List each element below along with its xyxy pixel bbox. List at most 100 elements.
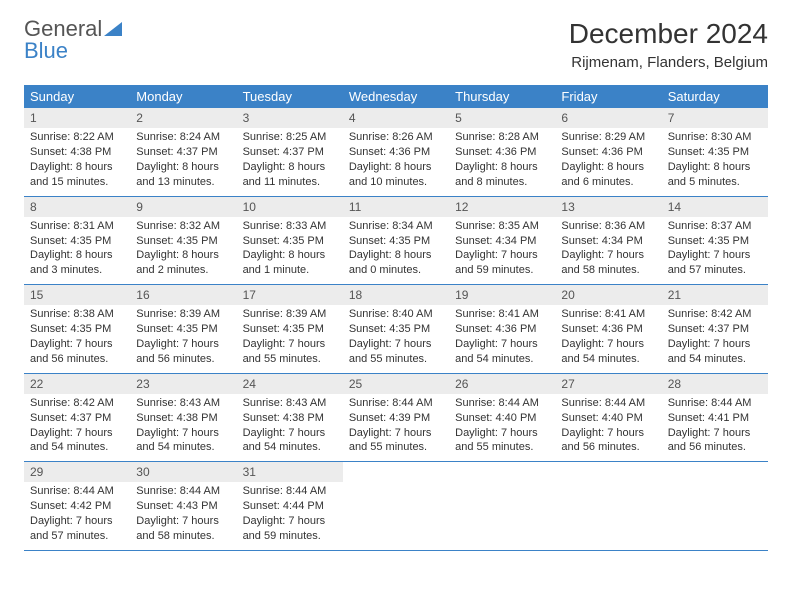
day-number: 27	[555, 374, 661, 394]
sunrise-text: Sunrise: 8:44 AM	[243, 484, 337, 499]
calendar-week-row: 8Sunrise: 8:31 AMSunset: 4:35 PMDaylight…	[24, 197, 768, 286]
logo-sail-icon	[104, 16, 122, 41]
day-number: 8	[24, 197, 130, 217]
calendar-day-cell: 24Sunrise: 8:43 AMSunset: 4:38 PMDayligh…	[237, 374, 343, 462]
daylight-line2: and 59 minutes.	[243, 529, 337, 544]
calendar-day-cell: 28Sunrise: 8:44 AMSunset: 4:41 PMDayligh…	[662, 374, 768, 462]
daylight-line2: and 5 minutes.	[668, 175, 762, 190]
day-body: Sunrise: 8:42 AMSunset: 4:37 PMDaylight:…	[662, 305, 768, 372]
sunset-text: Sunset: 4:36 PM	[455, 322, 549, 337]
day-body: Sunrise: 8:41 AMSunset: 4:36 PMDaylight:…	[449, 305, 555, 372]
day-number: 13	[555, 197, 661, 217]
calendar-empty-cell	[343, 462, 449, 550]
sunset-text: Sunset: 4:37 PM	[668, 322, 762, 337]
day-body: Sunrise: 8:38 AMSunset: 4:35 PMDaylight:…	[24, 305, 130, 372]
day-number: 2	[130, 108, 236, 128]
daylight-line1: Daylight: 7 hours	[30, 426, 124, 441]
sunset-text: Sunset: 4:35 PM	[668, 234, 762, 249]
sunrise-text: Sunrise: 8:31 AM	[30, 219, 124, 234]
day-body: Sunrise: 8:43 AMSunset: 4:38 PMDaylight:…	[130, 394, 236, 461]
daylight-line1: Daylight: 8 hours	[243, 160, 337, 175]
daylight-line1: Daylight: 8 hours	[349, 248, 443, 263]
day-number: 14	[662, 197, 768, 217]
calendar-day-cell: 13Sunrise: 8:36 AMSunset: 4:34 PMDayligh…	[555, 197, 661, 285]
sunrise-text: Sunrise: 8:41 AM	[561, 307, 655, 322]
sunrise-text: Sunrise: 8:37 AM	[668, 219, 762, 234]
calendar-day-cell: 25Sunrise: 8:44 AMSunset: 4:39 PMDayligh…	[343, 374, 449, 462]
day-header: Sunday	[24, 85, 130, 108]
month-title: December 2024	[569, 18, 768, 50]
daylight-line2: and 2 minutes.	[136, 263, 230, 278]
day-body: Sunrise: 8:34 AMSunset: 4:35 PMDaylight:…	[343, 217, 449, 284]
daylight-line2: and 57 minutes.	[30, 529, 124, 544]
daylight-line2: and 56 minutes.	[668, 440, 762, 455]
sunrise-text: Sunrise: 8:34 AM	[349, 219, 443, 234]
daylight-line1: Daylight: 7 hours	[561, 426, 655, 441]
brand-logo: General Blue	[24, 18, 122, 62]
daylight-line2: and 54 minutes.	[136, 440, 230, 455]
sunset-text: Sunset: 4:34 PM	[455, 234, 549, 249]
calendar-body: 1Sunrise: 8:22 AMSunset: 4:38 PMDaylight…	[24, 108, 768, 551]
sunrise-text: Sunrise: 8:43 AM	[136, 396, 230, 411]
calendar-week-row: 29Sunrise: 8:44 AMSunset: 4:42 PMDayligh…	[24, 462, 768, 551]
sunrise-text: Sunrise: 8:39 AM	[243, 307, 337, 322]
day-number: 7	[662, 108, 768, 128]
day-number: 25	[343, 374, 449, 394]
day-body: Sunrise: 8:37 AMSunset: 4:35 PMDaylight:…	[662, 217, 768, 284]
daylight-line2: and 11 minutes.	[243, 175, 337, 190]
day-body: Sunrise: 8:31 AMSunset: 4:35 PMDaylight:…	[24, 217, 130, 284]
daylight-line2: and 15 minutes.	[30, 175, 124, 190]
day-body: Sunrise: 8:39 AMSunset: 4:35 PMDaylight:…	[130, 305, 236, 372]
sunset-text: Sunset: 4:35 PM	[349, 234, 443, 249]
daylight-line2: and 55 minutes.	[349, 352, 443, 367]
day-body: Sunrise: 8:30 AMSunset: 4:35 PMDaylight:…	[662, 128, 768, 195]
daylight-line2: and 56 minutes.	[30, 352, 124, 367]
day-number: 6	[555, 108, 661, 128]
calendar-day-cell: 14Sunrise: 8:37 AMSunset: 4:35 PMDayligh…	[662, 197, 768, 285]
daylight-line1: Daylight: 7 hours	[561, 248, 655, 263]
day-body: Sunrise: 8:44 AMSunset: 4:42 PMDaylight:…	[24, 482, 130, 549]
day-header: Wednesday	[343, 85, 449, 108]
day-number: 31	[237, 462, 343, 482]
daylight-line1: Daylight: 7 hours	[349, 426, 443, 441]
sunrise-text: Sunrise: 8:36 AM	[561, 219, 655, 234]
sunset-text: Sunset: 4:35 PM	[349, 322, 443, 337]
daylight-line1: Daylight: 8 hours	[668, 160, 762, 175]
day-body: Sunrise: 8:26 AMSunset: 4:36 PMDaylight:…	[343, 128, 449, 195]
day-body: Sunrise: 8:44 AMSunset: 4:41 PMDaylight:…	[662, 394, 768, 461]
daylight-line1: Daylight: 8 hours	[561, 160, 655, 175]
sunrise-text: Sunrise: 8:42 AM	[668, 307, 762, 322]
sunset-text: Sunset: 4:40 PM	[455, 411, 549, 426]
daylight-line2: and 54 minutes.	[243, 440, 337, 455]
sunset-text: Sunset: 4:38 PM	[243, 411, 337, 426]
calendar-day-cell: 17Sunrise: 8:39 AMSunset: 4:35 PMDayligh…	[237, 285, 343, 373]
calendar-day-cell: 18Sunrise: 8:40 AMSunset: 4:35 PMDayligh…	[343, 285, 449, 373]
day-body: Sunrise: 8:33 AMSunset: 4:35 PMDaylight:…	[237, 217, 343, 284]
day-body: Sunrise: 8:44 AMSunset: 4:39 PMDaylight:…	[343, 394, 449, 461]
daylight-line2: and 55 minutes.	[455, 440, 549, 455]
daylight-line2: and 54 minutes.	[30, 440, 124, 455]
day-number: 11	[343, 197, 449, 217]
calendar-day-cell: 1Sunrise: 8:22 AMSunset: 4:38 PMDaylight…	[24, 108, 130, 196]
day-number: 5	[449, 108, 555, 128]
day-body: Sunrise: 8:24 AMSunset: 4:37 PMDaylight:…	[130, 128, 236, 195]
sunset-text: Sunset: 4:40 PM	[561, 411, 655, 426]
day-number: 28	[662, 374, 768, 394]
sunrise-text: Sunrise: 8:35 AM	[455, 219, 549, 234]
calendar-day-cell: 9Sunrise: 8:32 AMSunset: 4:35 PMDaylight…	[130, 197, 236, 285]
day-body: Sunrise: 8:44 AMSunset: 4:44 PMDaylight:…	[237, 482, 343, 549]
title-block: December 2024 Rijmenam, Flanders, Belgiu…	[569, 18, 768, 75]
day-number: 17	[237, 285, 343, 305]
calendar-day-cell: 7Sunrise: 8:30 AMSunset: 4:35 PMDaylight…	[662, 108, 768, 196]
calendar-day-cell: 8Sunrise: 8:31 AMSunset: 4:35 PMDaylight…	[24, 197, 130, 285]
day-body: Sunrise: 8:39 AMSunset: 4:35 PMDaylight:…	[237, 305, 343, 372]
daylight-line1: Daylight: 7 hours	[668, 248, 762, 263]
brand-text: General Blue	[24, 18, 122, 62]
daylight-line2: and 59 minutes.	[455, 263, 549, 278]
sunrise-text: Sunrise: 8:44 AM	[561, 396, 655, 411]
calendar-day-cell: 26Sunrise: 8:44 AMSunset: 4:40 PMDayligh…	[449, 374, 555, 462]
daylight-line1: Daylight: 8 hours	[30, 248, 124, 263]
sunset-text: Sunset: 4:38 PM	[136, 411, 230, 426]
calendar-day-cell: 20Sunrise: 8:41 AMSunset: 4:36 PMDayligh…	[555, 285, 661, 373]
sunset-text: Sunset: 4:35 PM	[668, 145, 762, 160]
